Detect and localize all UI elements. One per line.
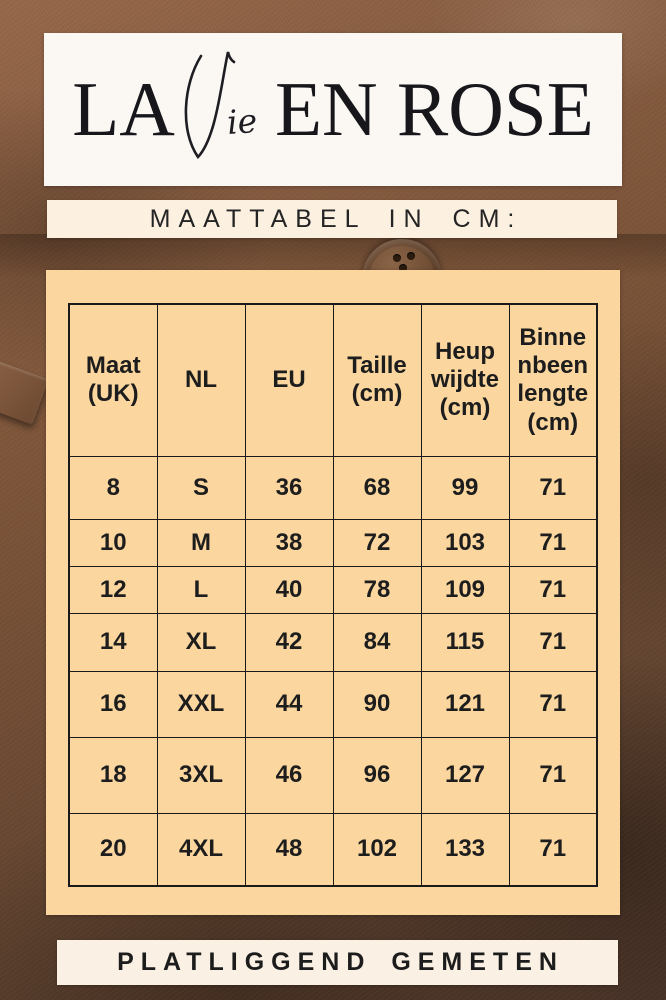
- cell-nl: L: [156, 565, 246, 614]
- col-header-eu: EU: [244, 303, 334, 457]
- button-hole: [399, 264, 407, 272]
- cell-maat-uk: 16: [68, 670, 158, 738]
- cell-eu: 38: [244, 518, 334, 567]
- cell-heupwijdte: 121: [420, 670, 510, 738]
- cell-binnenbeenlengte: 71: [508, 612, 598, 672]
- cell-heupwijdte: 127: [420, 736, 510, 814]
- button-hole: [393, 254, 401, 262]
- brand-logo: LA ie EN ROSE: [72, 51, 594, 167]
- cell-binnenbeenlengte: 71: [508, 518, 598, 567]
- brand-name-suffix: EN ROSE: [275, 66, 594, 152]
- measurement-note: PLATLIGGEND GEMETEN: [117, 948, 564, 976]
- cell-eu: 36: [244, 455, 334, 520]
- size-table: Maat (UK) NL EU Taille (cm) Heup wijdte …: [68, 303, 598, 887]
- col-header-nl: NL: [156, 303, 246, 457]
- cell-eu: 48: [244, 812, 334, 887]
- table-row-size-10: 10 M 38 72 103 71: [68, 518, 598, 567]
- cell-heupwijdte: 103: [420, 518, 510, 567]
- size-table-title-banner: MAATTABEL IN CM:: [47, 200, 617, 238]
- cell-taille: 90: [332, 670, 422, 738]
- cell-binnenbeenlengte: 71: [508, 736, 598, 814]
- script-v-glyph: [184, 51, 236, 159]
- cell-taille: 78: [332, 565, 422, 614]
- size-table-panel: Maat (UK) NL EU Taille (cm) Heup wijdte …: [46, 270, 620, 915]
- cell-taille: 84: [332, 612, 422, 672]
- cell-taille: 68: [332, 455, 422, 520]
- cell-taille: 102: [332, 812, 422, 887]
- table-row-size-8: 8 S 36 68 99 71: [68, 455, 598, 520]
- cell-nl: XXL: [156, 670, 246, 738]
- measurement-note-banner: PLATLIGGEND GEMETEN: [57, 940, 618, 985]
- col-header-maat-uk: Maat (UK): [68, 303, 158, 457]
- button-hole: [407, 252, 415, 260]
- brand-name-script-rest: ie: [225, 100, 259, 143]
- size-table-title: MAATTABEL IN CM:: [149, 204, 523, 233]
- cell-binnenbeenlengte: 71: [508, 670, 598, 738]
- cell-maat-uk: 8: [68, 455, 158, 520]
- cell-maat-uk: 20: [68, 812, 158, 887]
- cell-eu: 40: [244, 565, 334, 614]
- cell-heupwijdte: 133: [420, 812, 510, 887]
- cell-taille: 72: [332, 518, 422, 567]
- table-header-row: Maat (UK) NL EU Taille (cm) Heup wijdte …: [68, 303, 598, 457]
- table-row-size-16: 16 XXL 44 90 121 71: [68, 670, 598, 738]
- cell-maat-uk: 12: [68, 565, 158, 614]
- brand-name-prefix: LA: [72, 66, 175, 152]
- col-header-binnenbeenlengte: Binne nbeen lengte (cm): [508, 303, 598, 457]
- cell-binnenbeenlengte: 71: [508, 565, 598, 614]
- cell-nl: XL: [156, 612, 246, 672]
- table-row-size-14: 14 XL 42 84 115 71: [68, 612, 598, 672]
- cell-heupwijdte: 109: [420, 565, 510, 614]
- cell-eu: 44: [244, 670, 334, 738]
- cell-nl: 3XL: [156, 736, 246, 814]
- cell-maat-uk: 14: [68, 612, 158, 672]
- table-row-size-18: 18 3XL 46 96 127 71: [68, 736, 598, 814]
- logo-banner: LA ie EN ROSE: [44, 33, 622, 186]
- cell-binnenbeenlengte: 71: [508, 812, 598, 887]
- cell-binnenbeenlengte: 71: [508, 455, 598, 520]
- cell-maat-uk: 10: [68, 518, 158, 567]
- cell-heupwijdte: 99: [420, 455, 510, 520]
- table-row-size-12: 12 L 40 78 109 71: [68, 565, 598, 614]
- cell-eu: 46: [244, 736, 334, 814]
- cell-nl: S: [156, 455, 246, 520]
- cell-nl: 4XL: [156, 812, 246, 887]
- cell-eu: 42: [244, 612, 334, 672]
- cell-maat-uk: 18: [68, 736, 158, 814]
- table-row-size-20: 20 4XL 48 102 133 71: [68, 812, 598, 887]
- cell-heupwijdte: 115: [420, 612, 510, 672]
- cell-nl: M: [156, 518, 246, 567]
- cell-taille: 96: [332, 736, 422, 814]
- col-header-taille: Taille (cm): [332, 303, 422, 457]
- col-header-heupwijdte: Heup wijdte (cm): [420, 303, 510, 457]
